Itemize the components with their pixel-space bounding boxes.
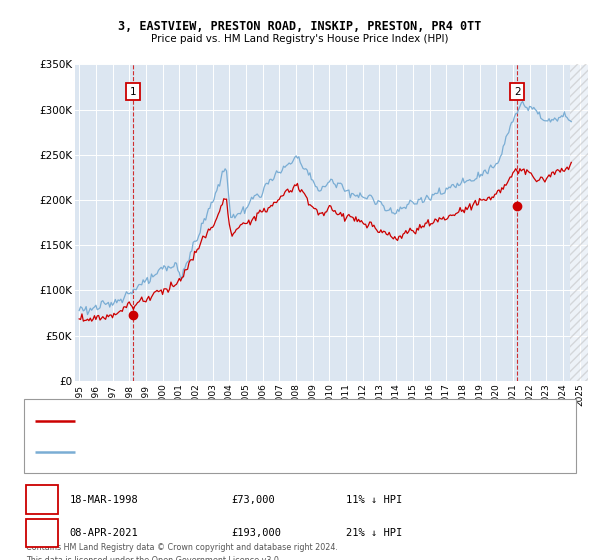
- Text: Price paid vs. HM Land Registry's House Price Index (HPI): Price paid vs. HM Land Registry's House …: [151, 34, 449, 44]
- FancyBboxPatch shape: [26, 519, 58, 548]
- Text: 3, EASTVIEW, PRESTON ROAD, INSKIP, PRESTON, PR4 0TT (detached house): 3, EASTVIEW, PRESTON ROAD, INSKIP, PREST…: [81, 416, 422, 425]
- Text: 2: 2: [38, 528, 46, 538]
- Bar: [570, 64, 588, 381]
- Text: 18-MAR-1998: 18-MAR-1998: [70, 494, 139, 505]
- Text: 1: 1: [130, 86, 136, 96]
- Text: 11% ↓ HPI: 11% ↓ HPI: [346, 494, 403, 505]
- Text: 21% ↓ HPI: 21% ↓ HPI: [346, 528, 403, 538]
- Text: 1: 1: [39, 494, 46, 505]
- Text: 2: 2: [514, 86, 521, 96]
- Bar: [570, 64, 588, 381]
- FancyBboxPatch shape: [26, 485, 58, 514]
- Text: 08-APR-2021: 08-APR-2021: [70, 528, 139, 538]
- Text: Contains HM Land Registry data © Crown copyright and database right 2024.
This d: Contains HM Land Registry data © Crown c…: [26, 543, 338, 560]
- FancyBboxPatch shape: [23, 399, 577, 473]
- Text: £193,000: £193,000: [231, 528, 281, 538]
- Text: HPI: Average price, detached house, Wyre: HPI: Average price, detached house, Wyre: [81, 448, 272, 457]
- Text: £73,000: £73,000: [231, 494, 275, 505]
- Text: 3, EASTVIEW, PRESTON ROAD, INSKIP, PRESTON, PR4 0TT: 3, EASTVIEW, PRESTON ROAD, INSKIP, PREST…: [118, 20, 482, 32]
